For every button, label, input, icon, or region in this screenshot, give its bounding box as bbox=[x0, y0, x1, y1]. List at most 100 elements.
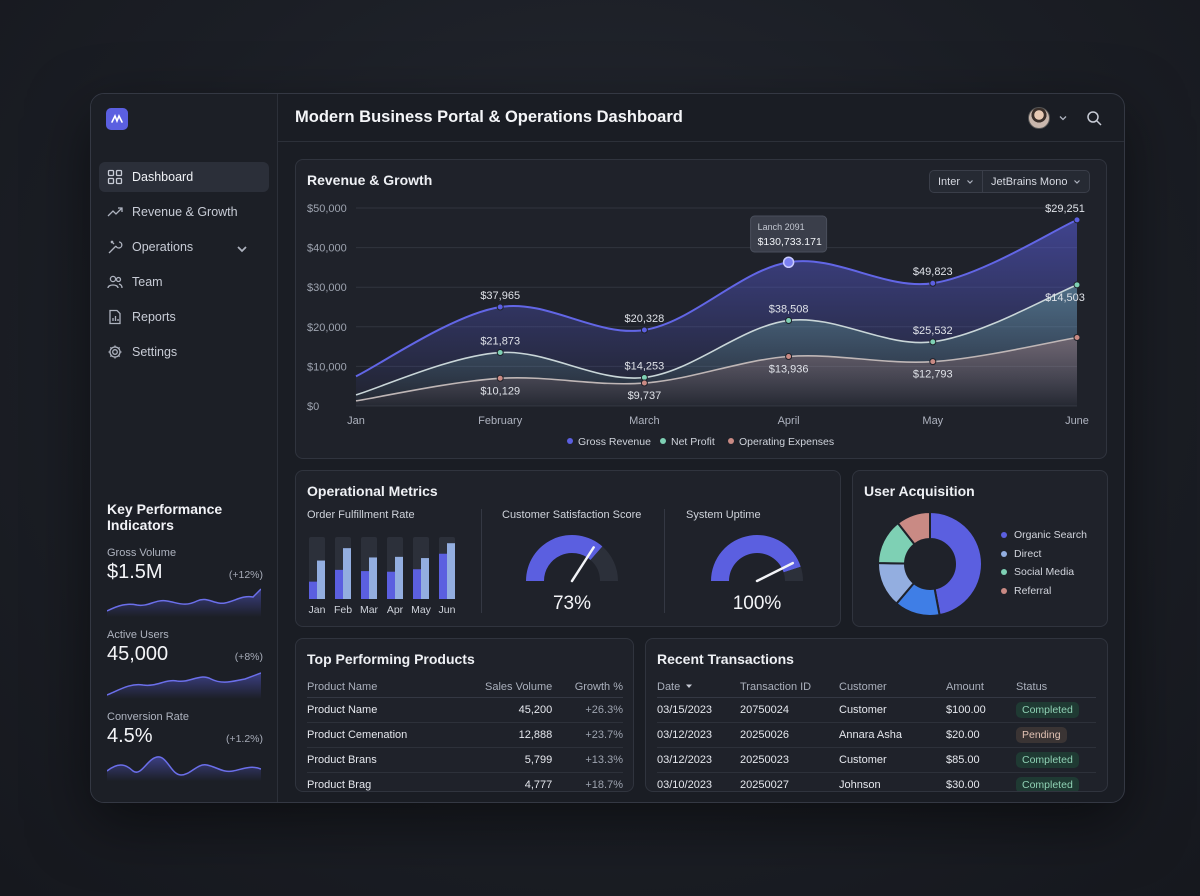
bar[interactable] bbox=[317, 560, 325, 599]
data-point[interactable] bbox=[640, 326, 648, 334]
data-point[interactable] bbox=[496, 349, 504, 357]
y-tick-label: $30,000 bbox=[307, 282, 347, 294]
sidebar-item-dashboard[interactable]: Dashboard bbox=[99, 162, 269, 192]
bar[interactable] bbox=[335, 569, 343, 599]
font-option-inter[interactable]: Inter bbox=[930, 171, 982, 192]
table-row[interactable]: 03/12/2023 20250023 Customer $85.00 Complete… bbox=[657, 747, 1096, 773]
sidebar-item-settings[interactable]: Settings bbox=[99, 337, 269, 367]
data-point[interactable] bbox=[496, 374, 504, 382]
sales-volume-cell: 5,799 bbox=[453, 747, 553, 773]
col-status[interactable]: Status bbox=[1016, 677, 1096, 698]
data-label: $21,873 bbox=[480, 336, 520, 348]
kpi-delta: (+12%) bbox=[228, 569, 263, 581]
bar[interactable] bbox=[395, 556, 403, 599]
growth-cell: +13.3% bbox=[552, 747, 623, 773]
bar[interactable] bbox=[387, 571, 395, 599]
product-name-cell: Product Cemenation bbox=[307, 722, 454, 748]
amount-cell: $100.00 bbox=[946, 697, 1016, 723]
sales-volume-cell: 4,777 bbox=[453, 772, 553, 791]
donut-slice[interactable] bbox=[896, 510, 931, 546]
col-sales-volume[interactable]: Sales Volume bbox=[453, 677, 553, 698]
bar[interactable] bbox=[447, 543, 455, 599]
transaction-id-cell: 20250027 bbox=[740, 772, 839, 791]
chevron-down-icon[interactable] bbox=[234, 241, 250, 257]
chevron-down-icon[interactable] bbox=[1058, 113, 1068, 123]
data-point[interactable] bbox=[929, 358, 937, 366]
bar[interactable] bbox=[421, 558, 429, 599]
col-customer[interactable]: Customer bbox=[839, 677, 946, 698]
user-acquisition-card: User Acquisition Organic Search Direct Soc… bbox=[852, 470, 1108, 627]
donut-slice[interactable] bbox=[929, 510, 983, 617]
data-point[interactable] bbox=[1073, 216, 1081, 224]
table-row[interactable]: 03/15/2023 20750024 Customer $100.00 Complet… bbox=[657, 697, 1096, 723]
date-cell: 03/15/2023 bbox=[657, 697, 740, 723]
amount-cell: $30.00 bbox=[946, 772, 1016, 791]
bar[interactable] bbox=[439, 553, 447, 599]
legend-label[interactable]: Operating Expenses bbox=[739, 436, 834, 448]
revenue-chart: $0 $10,000 $20,000 $30,000 $40,000 $50,000 Jan… bbox=[307, 203, 1089, 448]
table-row[interactable]: 03/12/2023 20250026 Annara Asha $20.00 Pendi… bbox=[657, 722, 1096, 748]
x-tick-label: Jun bbox=[439, 604, 456, 616]
table-row[interactable]: Product Cemenation 12,888 +23.7% bbox=[307, 722, 623, 748]
search-icon[interactable] bbox=[1086, 110, 1102, 126]
status-badge: Pending bbox=[1016, 726, 1067, 743]
y-tick-label: $50,000 bbox=[307, 203, 347, 215]
status-cell: Completed bbox=[1016, 697, 1096, 723]
sidebar-item-label: Revenue & Growth bbox=[132, 205, 238, 219]
status-cell: Completed bbox=[1016, 772, 1096, 791]
col-amount[interactable]: Amount bbox=[946, 677, 1016, 698]
kpi-active-users: Active Users 45,000 (+8%) bbox=[107, 629, 263, 711]
series-line bbox=[355, 336, 1078, 402]
bar[interactable] bbox=[343, 548, 351, 599]
table-row[interactable]: Product Brans 5,799 +13.3% bbox=[307, 747, 623, 773]
revenue-card: $0 $10,000 $20,000 $30,000 $40,000 $50,000 Jan… bbox=[295, 159, 1107, 459]
table-row[interactable]: Product Brag 4,777 +18.7% bbox=[307, 772, 623, 791]
bar[interactable] bbox=[413, 569, 421, 599]
data-point[interactable] bbox=[785, 316, 793, 324]
status-badge: Completed bbox=[1016, 776, 1079, 791]
col-date[interactable]: Date bbox=[657, 677, 740, 698]
avatar[interactable] bbox=[1028, 107, 1050, 129]
bar[interactable] bbox=[369, 557, 377, 599]
amount-cell: $20.00 bbox=[946, 722, 1016, 748]
data-point[interactable] bbox=[929, 338, 937, 346]
table-row[interactable]: 03/10/2023 20250027 Johnson $30.00 Completed bbox=[657, 772, 1096, 791]
legend-label[interactable]: Gross Revenue bbox=[578, 436, 651, 448]
top-products-card: Top Performing Products Product Name Sal… bbox=[295, 638, 634, 792]
legend-item: Referral bbox=[1001, 585, 1051, 597]
data-label: $25,532 bbox=[913, 325, 953, 337]
bar[interactable] bbox=[361, 571, 369, 599]
data-point[interactable] bbox=[496, 303, 504, 311]
legend-dot bbox=[1001, 587, 1007, 594]
sidebar-item-label: Team bbox=[132, 275, 163, 289]
col-product-name[interactable]: Product Name bbox=[307, 677, 454, 698]
gauge-track bbox=[590, 546, 618, 581]
data-label: $14,503 bbox=[1045, 292, 1085, 304]
divider bbox=[664, 509, 665, 613]
sort-desc-icon[interactable] bbox=[685, 682, 693, 690]
sidebar-item-reports[interactable]: Reports bbox=[99, 302, 269, 332]
data-point[interactable] bbox=[785, 353, 793, 360]
divider bbox=[481, 509, 482, 613]
data-point[interactable] bbox=[1073, 281, 1081, 289]
data-label: $49,823 bbox=[913, 266, 953, 278]
data-point[interactable] bbox=[1073, 333, 1081, 341]
table-row[interactable]: Product Name 45,200 +26.3% bbox=[307, 697, 623, 723]
col-growth[interactable]: Growth % bbox=[552, 677, 623, 698]
data-point[interactable] bbox=[782, 256, 795, 269]
logo[interactable] bbox=[106, 108, 128, 130]
data-point[interactable] bbox=[640, 379, 648, 387]
sidebar-item-team[interactable]: Team bbox=[99, 267, 269, 297]
bar[interactable] bbox=[309, 581, 317, 599]
sidebar-item-operations[interactable]: Operations bbox=[99, 232, 269, 262]
legend-label: Referral bbox=[1014, 584, 1052, 597]
sidebar-item-revenue[interactable]: Revenue & Growth bbox=[99, 197, 269, 227]
customer-cell: Annara Asha bbox=[839, 722, 946, 748]
legend-label[interactable]: Net Profit bbox=[671, 436, 715, 448]
gauge-needle bbox=[755, 561, 795, 583]
col-transaction-id[interactable]: Transaction ID bbox=[740, 677, 839, 698]
data-point[interactable] bbox=[929, 279, 937, 287]
legend-dot bbox=[660, 438, 666, 444]
fulfillment-bar-chart: Jan Feb Mar Apr May Jun bbox=[309, 537, 456, 616]
font-option-jetbrains[interactable]: JetBrains Mono bbox=[982, 171, 1089, 192]
